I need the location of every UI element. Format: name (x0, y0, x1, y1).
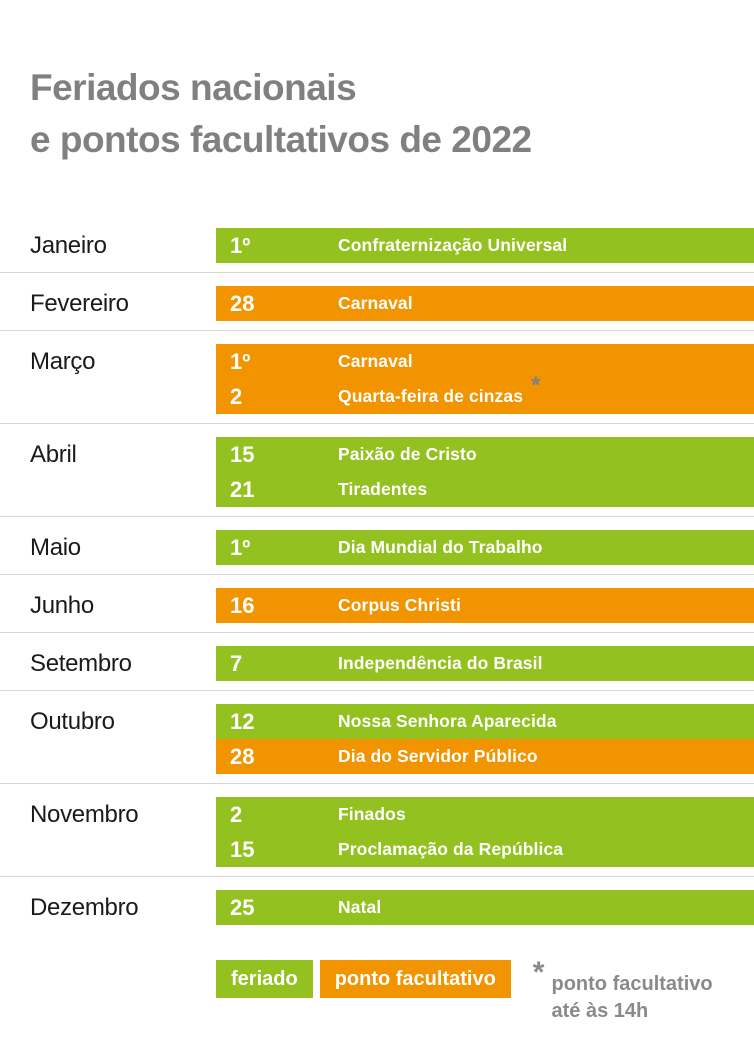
month-entries: 1º Dia Mundial do Trabalho (216, 530, 754, 565)
month-entries: 1º Confraternização Universal (216, 228, 754, 263)
holiday-day: 7 (230, 650, 243, 676)
legend-note-line1: ponto facultativo (551, 973, 713, 995)
holiday-row: 7 Independência do Brasil (216, 646, 754, 681)
holiday-name: Dia do Servidor Público (338, 746, 538, 766)
holiday-day: 21 (230, 476, 255, 502)
month-entries: 7 Independência do Brasil (216, 646, 754, 681)
holiday-row: 28 Dia do Servidor Público (216, 739, 754, 774)
holiday-day: 15 (230, 836, 255, 862)
holiday-day: 2 (230, 383, 243, 409)
holiday-name: Nossa Senhora Aparecida (338, 711, 557, 731)
month-label: Abril (30, 441, 77, 468)
asterisk-marker: * (531, 371, 541, 399)
month-section: Março 1º Carnaval 2 Quarta-feira de cinz… (0, 330, 754, 423)
holiday-name: Independência do Brasil (338, 653, 543, 673)
holiday-row: 1º Confraternização Universal (216, 228, 754, 263)
month-section: Maio 1º Dia Mundial do Trabalho (0, 516, 754, 574)
holiday-row: 2 Quarta-feira de cinzas * (216, 372, 754, 414)
holiday-day: 28 (230, 743, 255, 769)
month-section: Dezembro 25 Natal (0, 876, 754, 934)
month-label: Novembro (30, 801, 139, 828)
holiday-row: 2 Finados (216, 797, 754, 832)
page-title-line2: e pontos facultativos de 2022 (30, 119, 532, 160)
holiday-name: Proclamação da República (338, 839, 564, 859)
calendar: Janeiro 1º Confraternização Universal Fe… (0, 215, 754, 934)
holiday-name: Paixão de Cristo (338, 444, 477, 464)
page-title: Feriados nacionais e pontos facultativos… (30, 62, 532, 166)
holiday-day: 1º (230, 348, 251, 374)
legend: feriado ponto facultativo * ponto facult… (216, 956, 754, 1025)
holiday-name: Dia Mundial do Trabalho (338, 537, 543, 557)
holiday-day: 25 (230, 894, 255, 920)
month-entries: 15 Paixão de Cristo 21 Tiradentes (216, 437, 754, 507)
holiday-row: 1º Dia Mundial do Trabalho (216, 530, 754, 565)
holiday-row: 16 Corpus Christi (216, 588, 754, 623)
month-label: Outubro (30, 708, 115, 735)
month-entries: 28 Carnaval (216, 286, 754, 321)
month-entries: 2 Finados 15 Proclamação da República (216, 797, 754, 867)
month-entries: 16 Corpus Christi (216, 588, 754, 623)
month-section: Fevereiro 28 Carnaval (0, 272, 754, 330)
holiday-row: 21 Tiradentes (216, 472, 754, 507)
holiday-name: Corpus Christi (338, 595, 461, 615)
holiday-name: Carnaval (338, 351, 413, 371)
page-title-line1: Feriados nacionais (30, 67, 357, 108)
month-label: Setembro (30, 650, 132, 677)
month-label: Fevereiro (30, 290, 129, 317)
month-label: Dezembro (30, 894, 139, 921)
holiday-row: 25 Natal (216, 890, 754, 925)
holiday-name: Carnaval (338, 293, 413, 313)
month-label: Junho (30, 592, 94, 619)
holiday-day: 1º (230, 534, 251, 560)
holiday-day: 16 (230, 592, 255, 618)
month-section: Junho 16 Corpus Christi (0, 574, 754, 632)
month-section: Novembro 2 Finados 15 Proclamação da Rep… (0, 783, 754, 876)
holiday-name: Quarta-feira de cinzas (338, 386, 524, 406)
holiday-name: Tiradentes (338, 479, 428, 499)
legend-note-line2: até às 14h (551, 1000, 649, 1022)
month-section: Setembro 7 Independência do Brasil (0, 632, 754, 690)
month-entries: 1º Carnaval 2 Quarta-feira de cinzas * (216, 344, 754, 414)
month-label: Maio (30, 534, 81, 561)
month-entries: 25 Natal (216, 890, 754, 925)
holiday-row: 12 Nossa Senhora Aparecida (216, 704, 754, 739)
holiday-row: 1º Carnaval (216, 344, 754, 379)
holiday-row: 28 Carnaval (216, 286, 754, 321)
month-label: Março (30, 348, 96, 375)
legend-note: ponto facultativo até às 14h (551, 971, 712, 1025)
holiday-name: Confraternização Universal (338, 235, 568, 255)
month-section: Abril 15 Paixão de Cristo 21 Tiradentes (0, 423, 754, 516)
holiday-name: Natal (338, 897, 382, 917)
holiday-day: 12 (230, 708, 255, 734)
holiday-day: 28 (230, 290, 255, 316)
holiday-row: 15 Paixão de Cristo (216, 437, 754, 472)
legend-ponto-facultativo-label: ponto facultativo (334, 967, 496, 990)
month-entries: 12 Nossa Senhora Aparecida 28 Dia do Ser… (216, 704, 754, 774)
holiday-day: 2 (230, 801, 243, 827)
holiday-row: 15 Proclamação da República (216, 832, 754, 867)
legend-feriado-box: feriado (216, 960, 313, 998)
legend-feriado-label: feriado (231, 967, 298, 990)
holiday-day: 1º (230, 232, 251, 258)
month-section: Outubro 12 Nossa Senhora Aparecida 28 Di… (0, 690, 754, 783)
legend-asterisk: * (532, 956, 545, 989)
holiday-day: 15 (230, 441, 255, 467)
month-label: Janeiro (30, 232, 107, 259)
month-section: Janeiro 1º Confraternização Universal (0, 215, 754, 272)
holiday-name: Finados (338, 804, 406, 824)
legend-ponto-facultativo-box: ponto facultativo (319, 960, 511, 998)
